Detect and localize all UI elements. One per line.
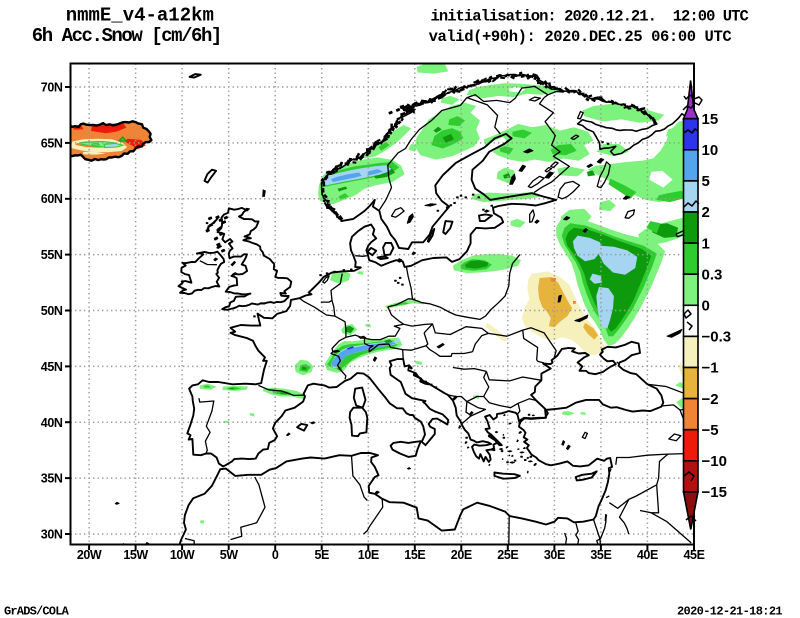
svg-text:55N: 55N: [41, 248, 63, 262]
svg-text:−0.3: −0.3: [702, 329, 732, 346]
svg-text:−1: −1: [702, 360, 719, 377]
svg-text:70N: 70N: [41, 81, 63, 95]
svg-text:nmmE_v4-a12km: nmmE_v4-a12km: [66, 4, 214, 26]
svg-text:5: 5: [702, 173, 710, 190]
svg-text:GrADS/COLA: GrADS/COLA: [4, 605, 70, 618]
svg-text:60N: 60N: [41, 192, 63, 206]
svg-text:2: 2: [702, 204, 710, 221]
svg-text:6h Acc.Snow [cm/6h]: 6h Acc.Snow [cm/6h]: [32, 25, 221, 47]
svg-text:35N: 35N: [41, 472, 63, 486]
svg-text:5W: 5W: [220, 548, 239, 562]
svg-text:45E: 45E: [683, 548, 704, 562]
svg-text:−5: −5: [702, 422, 719, 439]
svg-text:40E: 40E: [637, 548, 658, 562]
svg-text:5E: 5E: [314, 548, 329, 562]
svg-text:45N: 45N: [41, 360, 63, 374]
svg-text:25E: 25E: [497, 548, 518, 562]
svg-text:30E: 30E: [544, 548, 565, 562]
svg-text:40N: 40N: [41, 416, 63, 430]
svg-text:−2: −2: [702, 391, 719, 408]
svg-text:valid(+90h): 2020.DEC.25 06:00: valid(+90h): 2020.DEC.25 06:00 UTC: [429, 28, 732, 46]
svg-text:−10: −10: [702, 453, 727, 470]
svg-text:15W: 15W: [123, 548, 148, 562]
svg-text:0: 0: [702, 298, 710, 315]
svg-text:0.3: 0.3: [702, 266, 723, 283]
svg-text:20W: 20W: [77, 548, 102, 562]
svg-text:30N: 30N: [41, 528, 63, 542]
svg-text:35E: 35E: [590, 548, 611, 562]
svg-text:10: 10: [702, 142, 719, 159]
svg-text:10W: 10W: [170, 548, 195, 562]
svg-text:initialisation: 2020.12.21. 1: initialisation: 2020.12.21. 12:00 UTC: [431, 8, 749, 26]
svg-text:1: 1: [702, 235, 710, 252]
svg-text:−15: −15: [702, 484, 727, 501]
svg-text:20E: 20E: [451, 548, 472, 562]
svg-text:50N: 50N: [41, 304, 63, 318]
svg-text:15E: 15E: [404, 548, 425, 562]
svg-text:10E: 10E: [358, 548, 379, 562]
svg-text:0: 0: [272, 548, 279, 562]
svg-text:2020-12-21-18:21: 2020-12-21-18:21: [677, 605, 782, 618]
svg-text:65N: 65N: [41, 136, 63, 150]
svg-text:15: 15: [702, 111, 719, 128]
